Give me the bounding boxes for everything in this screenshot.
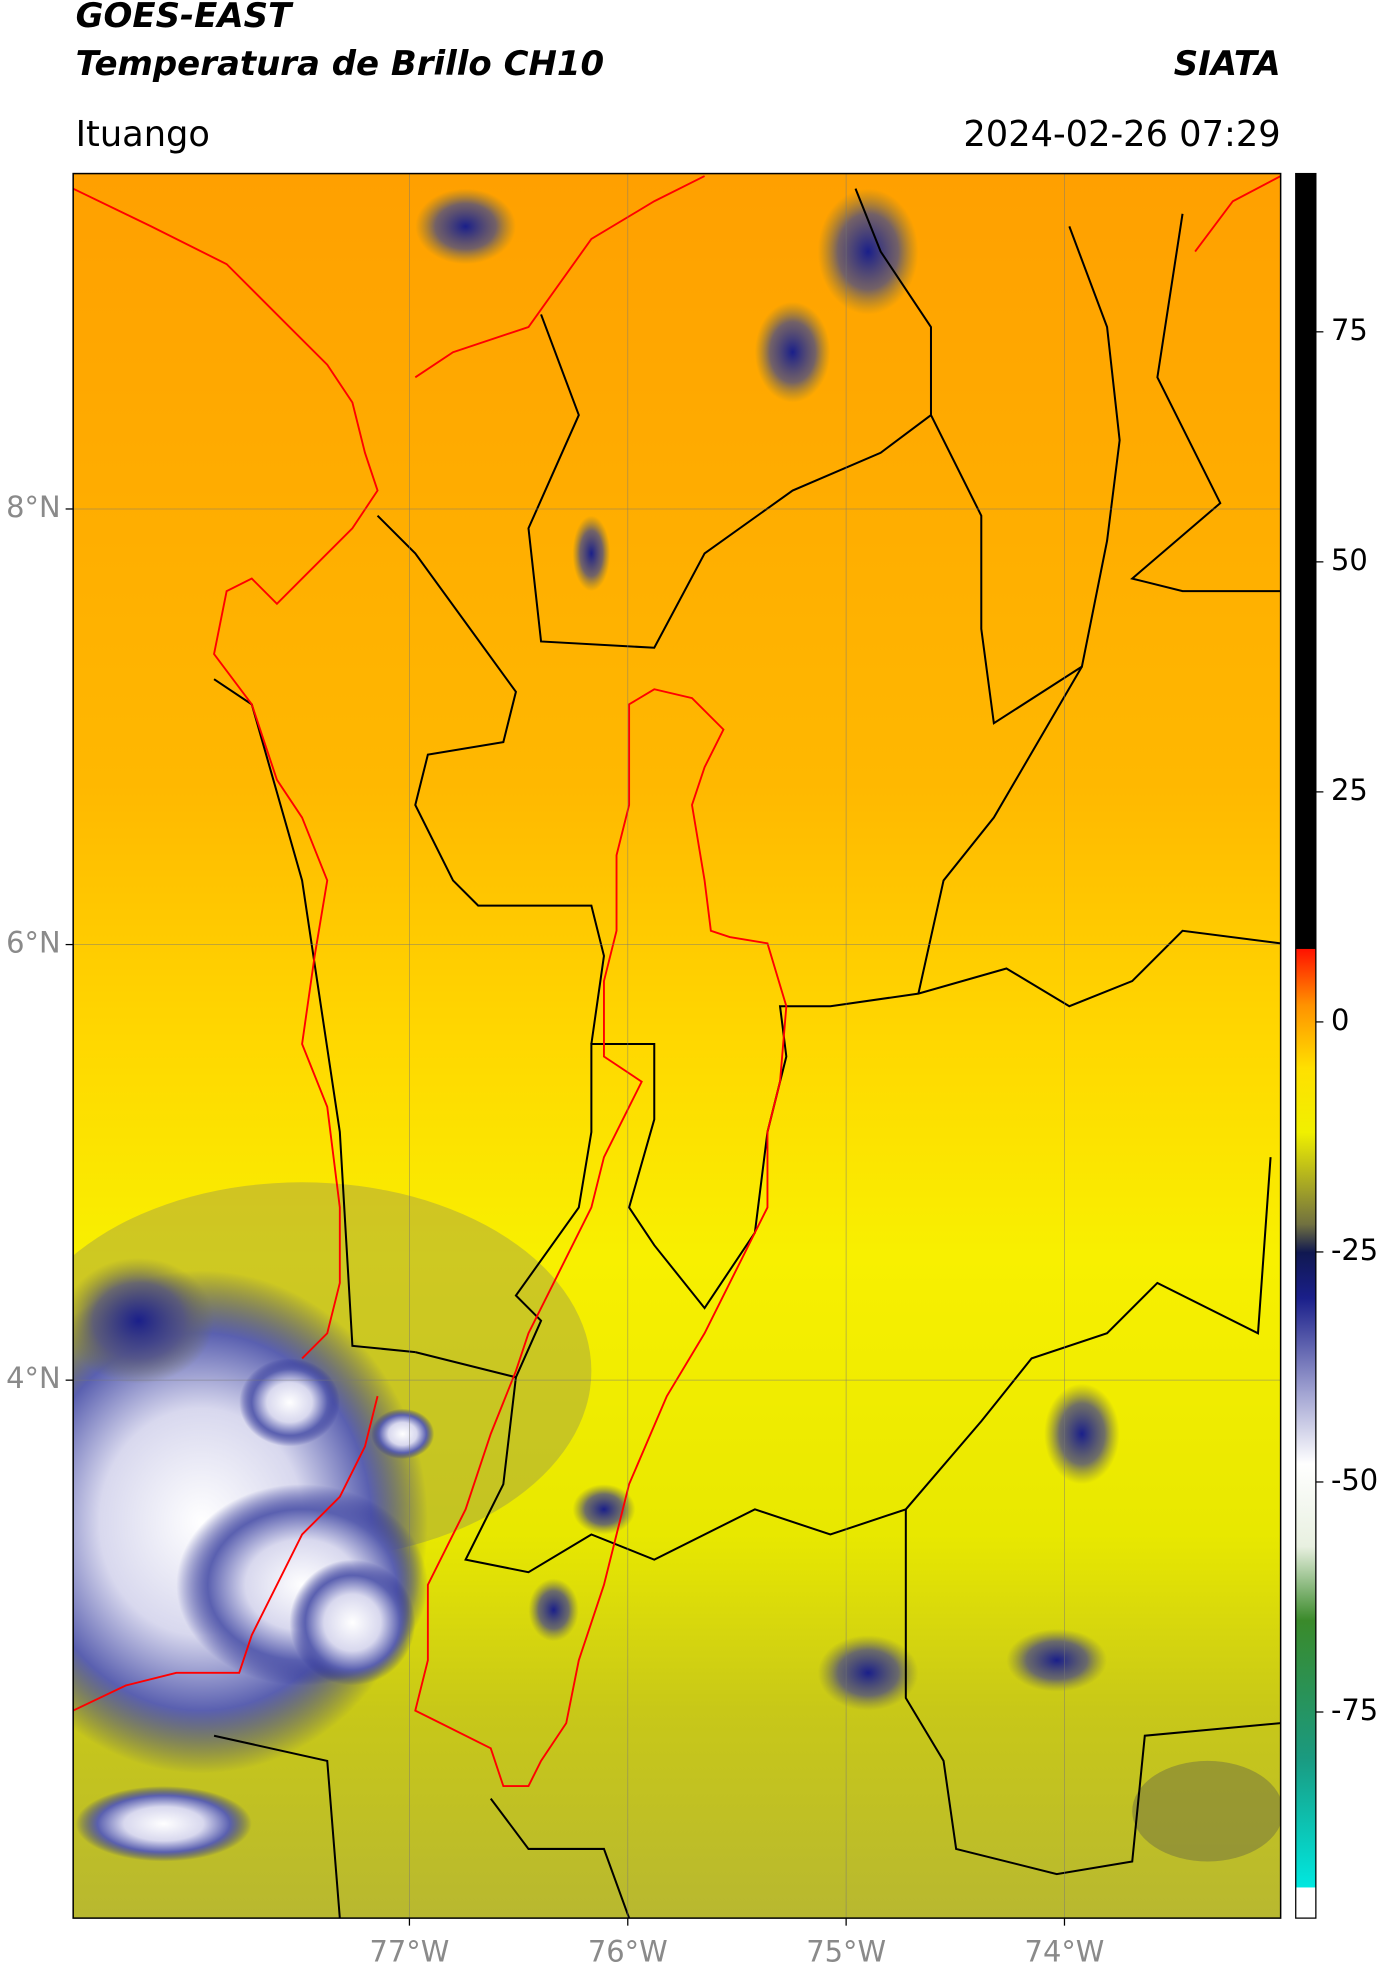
colorbar-tick-label: 75 (1331, 313, 1368, 347)
map-frame (72, 172, 1282, 1919)
title: GOES-EAST (76, 0, 294, 36)
x-tick-label: 76°W (588, 1934, 668, 1968)
colorbar-tick-label: 0 (1331, 1003, 1349, 1037)
colorbar-segment (1295, 1132, 1316, 1225)
map-image (73, 173, 1281, 1919)
colorbar-segment (1295, 1251, 1316, 1299)
colorbar-segment (1295, 1886, 1316, 1919)
colorbar-frame (1295, 172, 1317, 1919)
colorbar-segment (1295, 1463, 1316, 1548)
y-tick-label: 6°N (6, 926, 60, 960)
colorbar-segment (1295, 1758, 1316, 1888)
colorbar-segment (1295, 1619, 1316, 1759)
x-tick-label: 77°W (370, 1934, 450, 1968)
colorbar-segment (1295, 1224, 1316, 1253)
datetime: 2024-02-26 07:29 (963, 114, 1280, 155)
x-tick-label: 75°W (806, 1934, 886, 1968)
colorbar-segment (1295, 1003, 1316, 1069)
y-tick-label: 8°N (6, 490, 60, 524)
colorbar-segment (1295, 1297, 1316, 1391)
colorbar-segment (1295, 1389, 1316, 1465)
colorbar-segment (1295, 1067, 1316, 1133)
subtitle: Temperatura de Brillo CH10 (76, 44, 604, 84)
colorbar-tick-label: -75 (1331, 1693, 1378, 1727)
colorbar-segment (1295, 1546, 1316, 1621)
colorbar-segment (1295, 948, 1316, 1005)
colorbar-tick-label: 50 (1331, 543, 1368, 577)
y-tick-label: 4°N (6, 1361, 60, 1395)
colorbar-tick-label: -25 (1331, 1233, 1378, 1267)
source: SIATA (1174, 44, 1281, 84)
colorbar-tick-label: -50 (1331, 1463, 1378, 1497)
colorbar-segment (1295, 173, 1316, 949)
x-tick-label: 74°W (1025, 1934, 1105, 1968)
location: Ituango (76, 114, 210, 155)
colorbar-tick-label: 25 (1331, 773, 1368, 807)
